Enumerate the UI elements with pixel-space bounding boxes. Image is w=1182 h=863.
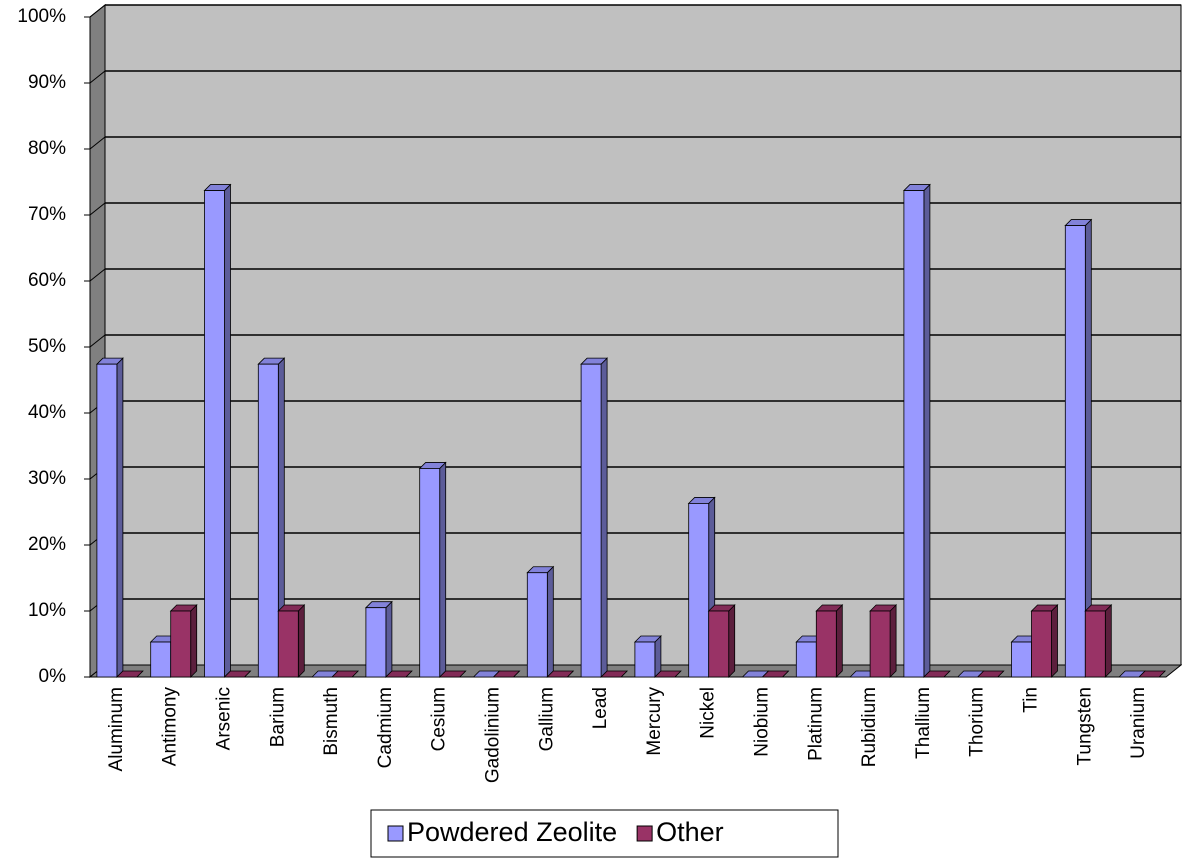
- bar-side: [385, 600, 393, 678]
- x-tick-label: Nickel: [698, 687, 719, 739]
- x-tick-label: Lead: [590, 687, 611, 729]
- bar: [277, 610, 299, 678]
- legend-marker: [636, 825, 653, 842]
- x-tick-label: Aluminum: [106, 687, 127, 771]
- y-tick-label: 10%: [28, 600, 66, 621]
- bar: [365, 607, 387, 678]
- bar: [795, 641, 817, 678]
- bar: [419, 468, 441, 678]
- bar-side: [116, 357, 124, 678]
- x-tick-label: Platinum: [805, 687, 826, 761]
- bar-side: [654, 635, 662, 678]
- bar-side: [1051, 604, 1058, 678]
- x-tick-label: Gadolinium: [483, 687, 504, 783]
- grid-line-side: [89, 70, 106, 84]
- x-tick-label: Mercury: [644, 687, 665, 756]
- bar-side: [439, 461, 447, 678]
- x-tick-label: Thorium: [967, 687, 988, 757]
- x-tick-label: Barium: [267, 687, 288, 747]
- x-tick-label: Uranium: [1128, 687, 1149, 759]
- y-tick-label: 40%: [28, 402, 66, 423]
- y-tick-label: 0%: [39, 666, 67, 687]
- bar-top: [492, 670, 521, 678]
- x-tick-label: Tin: [1021, 687, 1042, 713]
- bar-side: [728, 604, 736, 678]
- bar-side: [835, 604, 843, 678]
- bar-side: [546, 565, 554, 678]
- grid-line-side: [89, 136, 106, 150]
- grid-line-side: [89, 4, 106, 18]
- y-tick-label: 60%: [28, 270, 66, 291]
- x-tick-label: Arsenic: [214, 687, 235, 750]
- bar-side: [889, 604, 897, 678]
- x-tick-label: Gallium: [536, 687, 557, 751]
- bar: [1064, 225, 1086, 678]
- y-tick-label: 50%: [28, 336, 66, 357]
- y-tick-label: 70%: [28, 204, 66, 225]
- x-tick-label: Cadmium: [375, 687, 396, 768]
- bar: [170, 610, 192, 678]
- bar-side: [923, 183, 931, 678]
- bar: [1011, 641, 1032, 678]
- bar-top: [922, 670, 951, 678]
- bar-top: [761, 670, 790, 678]
- x-tick-label: Bismuth: [321, 687, 342, 756]
- legend-label: Other: [656, 817, 724, 847]
- x-tick-label: Thallium: [913, 687, 934, 759]
- bar: [580, 363, 602, 678]
- bar: [204, 190, 225, 678]
- bar-top: [653, 670, 682, 678]
- bar-top: [600, 670, 629, 678]
- bar: [903, 190, 925, 678]
- x-tick-label: Tungsten: [1074, 687, 1095, 766]
- bar: [634, 641, 656, 678]
- bar-top: [976, 670, 1005, 678]
- x-tick-label: Cesium: [429, 687, 450, 751]
- bar-side: [297, 604, 305, 678]
- bar: [1084, 610, 1106, 678]
- bar: [708, 610, 730, 678]
- legend: [370, 809, 839, 858]
- bar: [526, 572, 548, 678]
- bar-top: [331, 670, 360, 678]
- bar: [688, 503, 710, 678]
- bar-top: [115, 670, 144, 678]
- y-tick-label: 20%: [28, 534, 66, 555]
- bar: [96, 363, 118, 678]
- x-tick-label: Antimony: [160, 687, 181, 767]
- grid-line-side: [89, 268, 106, 282]
- y-tick-label: 30%: [28, 468, 66, 489]
- bar-side: [1104, 604, 1112, 678]
- legend-marker: [387, 825, 404, 842]
- bar: [869, 610, 891, 678]
- y-tick-label: 80%: [28, 138, 66, 159]
- grid-line-side: [89, 202, 106, 216]
- bar-top: [384, 670, 413, 678]
- y-tick-label: 90%: [28, 72, 66, 93]
- bar-top: [223, 670, 252, 678]
- bar-top: [1138, 670, 1167, 678]
- x-tick-label: Rubidium: [859, 687, 880, 767]
- bar-top: [546, 670, 575, 678]
- bar: [150, 641, 172, 678]
- bar: [815, 610, 837, 678]
- bar: [257, 363, 279, 678]
- grid-line-side: [89, 334, 106, 348]
- x-tick-label: Niobium: [752, 687, 773, 757]
- bar-side: [224, 183, 231, 678]
- bar-side: [190, 604, 198, 678]
- legend-label: Powdered Zeolite: [407, 817, 617, 847]
- bar: [1031, 610, 1052, 678]
- bar-top: [438, 670, 467, 678]
- y-tick-label: 100%: [17, 6, 66, 27]
- bar-side: [600, 357, 608, 678]
